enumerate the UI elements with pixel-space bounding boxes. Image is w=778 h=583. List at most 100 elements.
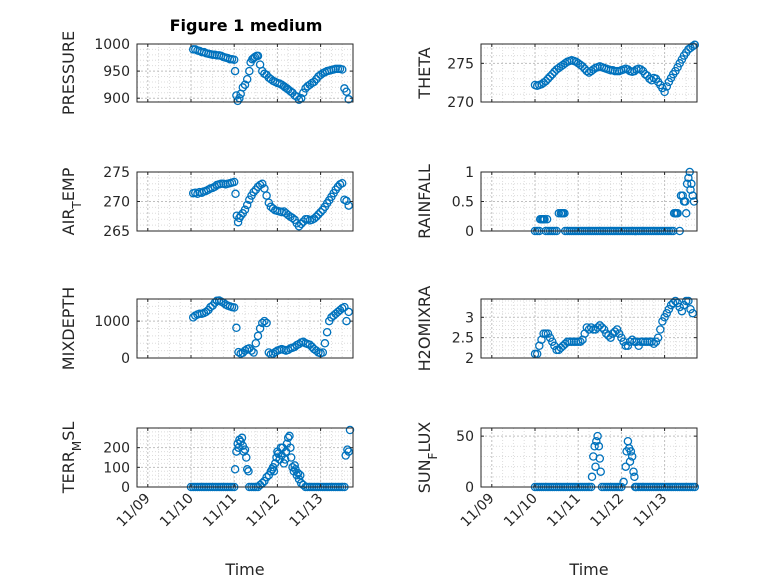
h2omixra-point xyxy=(623,341,633,351)
terr_msl-point xyxy=(269,467,279,476)
pressure-ytick-label: 1000 xyxy=(94,37,130,53)
rainfall-point xyxy=(540,214,549,224)
terr_msl-ytick-label: 200 xyxy=(103,441,130,457)
theta-axes-box xyxy=(480,43,698,103)
mixdepth-point xyxy=(249,348,258,357)
air_temp-point xyxy=(337,178,347,188)
pressure-point xyxy=(294,95,304,105)
h2omixra-point xyxy=(612,325,622,334)
mixdepth-point xyxy=(232,323,241,333)
terr_msl-point xyxy=(290,461,299,470)
terr_msl-axes-box xyxy=(136,427,354,488)
sun_flux-point xyxy=(626,447,636,456)
air_temp-ytick-label: 275 xyxy=(103,165,130,181)
air_temp-point xyxy=(316,207,325,217)
h2omixra-point xyxy=(586,323,596,332)
terr_msl-point xyxy=(242,453,251,462)
mixdepth-ytick-label: 1000 xyxy=(94,314,130,330)
theta-ytick-label: 275 xyxy=(447,56,474,72)
h2omixra-point xyxy=(662,308,672,318)
mixdepth-point xyxy=(305,340,315,349)
air_temp-ylabel: AIRTEMP xyxy=(59,167,84,235)
theta-point xyxy=(548,69,557,79)
pressure-ylabel: PRESSURE xyxy=(59,31,78,115)
pressure-point xyxy=(238,83,248,92)
terr_msl-point xyxy=(286,443,295,452)
pressure-point xyxy=(299,88,308,98)
mixdepth-point xyxy=(247,346,256,355)
pressure-point xyxy=(316,70,325,80)
terr_msl-point xyxy=(240,445,250,454)
h2omixra-point xyxy=(675,302,684,312)
panel-rainfall: 0 0.5 1 RAINFALL xyxy=(415,164,699,240)
mixdepth-point xyxy=(188,313,198,322)
theta-point xyxy=(541,76,551,86)
pressure-point xyxy=(342,87,351,96)
panel-h2omixra: 2 2.5 3 H2OMIXRA xyxy=(415,286,698,371)
air_temp-ytick-label: 265 xyxy=(103,224,130,240)
sun_flux-point xyxy=(596,467,605,476)
pressure-point xyxy=(240,80,250,89)
theta-point xyxy=(636,65,646,74)
air_temp-point xyxy=(312,212,321,222)
mixdepth-point xyxy=(344,307,353,317)
air_temp-point xyxy=(242,200,252,210)
sun_flux-point xyxy=(630,472,639,482)
sun_flux-ytick-label: 0 xyxy=(465,480,474,496)
mixdepth-point xyxy=(264,348,274,357)
mixdepth-point xyxy=(320,339,330,348)
sun_flux-axes-box xyxy=(480,427,698,488)
h2omixra-point xyxy=(599,325,609,334)
h2omixra-point xyxy=(604,331,613,340)
panel-mixdepth: 0 1000 MIXDEPTH xyxy=(59,287,354,370)
air_temp-point xyxy=(342,196,351,206)
pressure-ytick-label: 950 xyxy=(103,64,130,80)
h2omixra-point xyxy=(606,333,615,342)
sun_flux-point xyxy=(621,462,630,471)
figure-title: Figure 1 medium xyxy=(170,16,323,35)
terr_msl-point xyxy=(242,465,252,474)
air_temp-point xyxy=(344,201,353,210)
rainfall-ytick-label: 0.5 xyxy=(452,195,474,211)
terr_msl-point xyxy=(244,467,253,476)
pressure-point xyxy=(337,65,347,74)
air_temp-point xyxy=(283,210,293,220)
air_temp-point xyxy=(231,189,240,199)
sun_flux-point xyxy=(595,454,605,463)
rainfall-ytick-label: 0 xyxy=(465,224,474,240)
h2omixra-point xyxy=(664,304,674,314)
terr_msl-point xyxy=(285,431,294,441)
h2omixra-point xyxy=(660,313,669,322)
pressure-point xyxy=(305,80,315,89)
theta-series xyxy=(530,40,700,97)
mixdepth-point xyxy=(262,318,271,328)
h2omixra-point xyxy=(597,323,607,332)
air_temp-point xyxy=(245,195,254,204)
air_temp-point xyxy=(296,219,306,229)
pressure-point xyxy=(242,74,252,84)
h2omixra-ytick-label: 2.5 xyxy=(452,331,474,347)
air_temp-point xyxy=(229,177,239,187)
terr_msl-ytick-label: 0 xyxy=(121,480,130,496)
rainfall-point xyxy=(689,197,699,206)
h2omixra-point xyxy=(656,325,665,334)
sun_flux-point xyxy=(625,457,635,466)
rainfall-ytick-label: 1 xyxy=(465,165,474,181)
air_temp-point xyxy=(314,210,323,219)
h2omixra-point xyxy=(576,337,585,346)
h2omixra-grid xyxy=(480,299,698,359)
air_temp-point xyxy=(258,179,267,189)
rainfall-point xyxy=(673,209,682,218)
terr_msl-point xyxy=(343,445,352,454)
pressure-point xyxy=(266,74,276,84)
terr_msl-point xyxy=(293,468,303,478)
pressure-point xyxy=(230,66,240,76)
pressure-series xyxy=(188,45,353,106)
h2omixra-point xyxy=(543,329,553,338)
pressure-point xyxy=(229,55,239,64)
rainfall-point xyxy=(681,209,691,218)
theta-point xyxy=(640,69,650,79)
mixdepth-point xyxy=(260,316,269,326)
pressure-grid xyxy=(136,43,354,102)
